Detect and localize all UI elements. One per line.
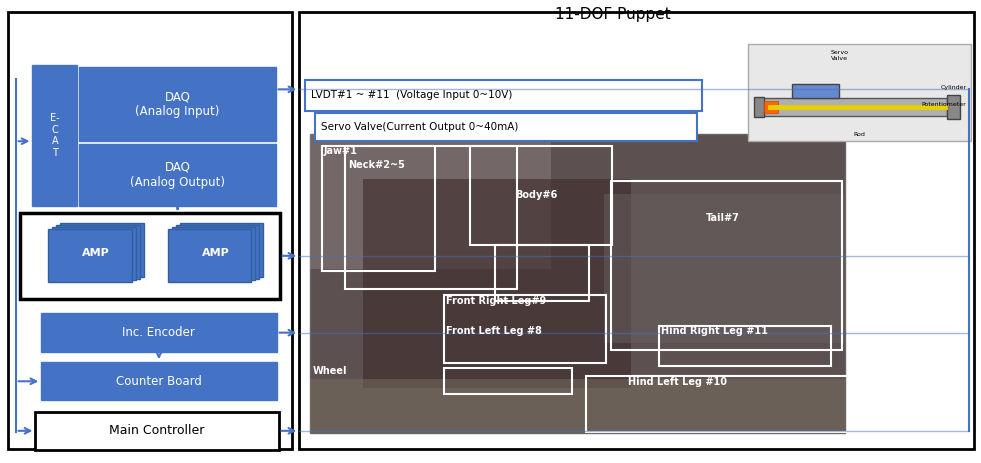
FancyBboxPatch shape (310, 379, 845, 433)
Text: DAQ
(Analog Output): DAQ (Analog Output) (130, 161, 225, 189)
FancyBboxPatch shape (762, 98, 947, 116)
FancyBboxPatch shape (41, 313, 277, 352)
Text: Inc. Encoder: Inc. Encoder (123, 326, 195, 339)
FancyBboxPatch shape (41, 362, 277, 400)
Text: Neck#2~5: Neck#2~5 (348, 160, 405, 170)
Text: Servo
Valve: Servo Valve (831, 50, 849, 61)
FancyBboxPatch shape (168, 229, 251, 282)
Text: Hind Right Leg #11: Hind Right Leg #11 (661, 326, 768, 337)
FancyBboxPatch shape (181, 223, 264, 276)
FancyBboxPatch shape (32, 65, 77, 206)
FancyBboxPatch shape (79, 144, 276, 206)
FancyBboxPatch shape (792, 84, 839, 98)
FancyBboxPatch shape (52, 227, 135, 281)
FancyBboxPatch shape (20, 213, 280, 299)
FancyBboxPatch shape (754, 97, 764, 117)
Text: Tail#7: Tail#7 (706, 213, 741, 223)
FancyBboxPatch shape (947, 95, 960, 119)
FancyBboxPatch shape (748, 44, 971, 141)
Text: Front Right Leg#9: Front Right Leg#9 (446, 296, 546, 307)
FancyBboxPatch shape (61, 223, 144, 276)
Text: LVDT#1 ~ #11  (Voltage Input 0~10V): LVDT#1 ~ #11 (Voltage Input 0~10V) (311, 90, 512, 100)
Text: Hind Left Leg #10: Hind Left Leg #10 (628, 377, 727, 388)
FancyBboxPatch shape (310, 134, 550, 269)
Text: Servo Valve(Current Output 0~40mA): Servo Valve(Current Output 0~40mA) (321, 122, 518, 132)
FancyBboxPatch shape (764, 101, 778, 113)
FancyBboxPatch shape (35, 412, 279, 450)
Text: Wheel: Wheel (313, 366, 347, 376)
FancyBboxPatch shape (363, 179, 631, 388)
FancyBboxPatch shape (8, 12, 292, 449)
Text: AMP: AMP (82, 248, 110, 258)
FancyBboxPatch shape (315, 113, 697, 141)
Text: DAQ
(Analog Input): DAQ (Analog Input) (135, 90, 220, 118)
FancyBboxPatch shape (310, 134, 845, 433)
FancyBboxPatch shape (299, 12, 974, 449)
Text: Jaw#1: Jaw#1 (324, 146, 358, 156)
Text: Main Controller: Main Controller (109, 424, 205, 438)
FancyBboxPatch shape (604, 194, 845, 344)
Text: Rod: Rod (853, 131, 865, 137)
Text: Cylinder: Cylinder (940, 85, 966, 90)
FancyBboxPatch shape (79, 67, 276, 141)
Text: 11-DOF Puppet: 11-DOF Puppet (555, 7, 671, 22)
FancyBboxPatch shape (176, 225, 259, 279)
Text: Body#6: Body#6 (515, 190, 557, 200)
FancyBboxPatch shape (56, 225, 139, 279)
FancyBboxPatch shape (172, 227, 255, 281)
Text: Front Left Leg #8: Front Left Leg #8 (446, 326, 542, 337)
FancyBboxPatch shape (305, 80, 702, 111)
FancyBboxPatch shape (48, 229, 131, 282)
Text: Potentiometer: Potentiometer (921, 102, 966, 107)
Text: E-
C
A
T: E- C A T (50, 113, 60, 158)
Text: Counter Board: Counter Board (116, 375, 202, 388)
Text: AMP: AMP (202, 248, 230, 258)
